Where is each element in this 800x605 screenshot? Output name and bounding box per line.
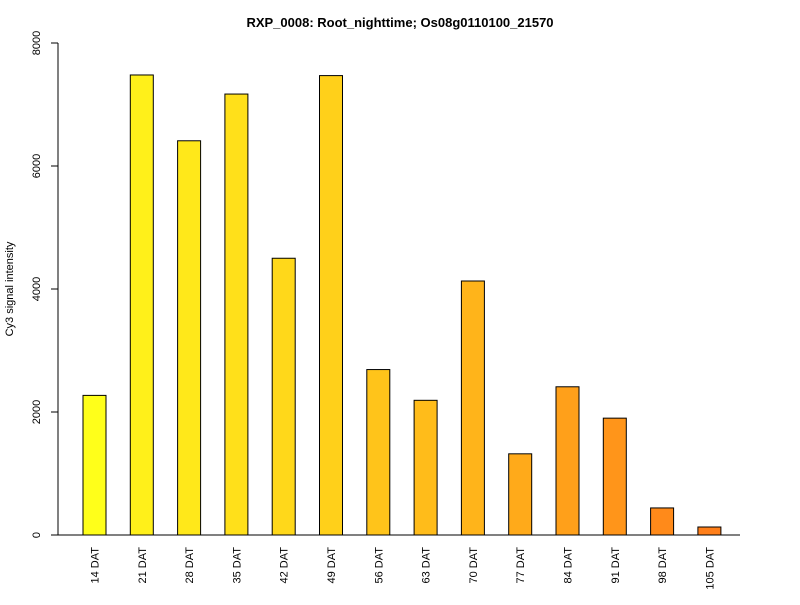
bar bbox=[224, 93, 249, 536]
y-tick-label: 8000 bbox=[31, 31, 43, 55]
bar bbox=[366, 369, 391, 536]
bar bbox=[508, 453, 533, 536]
x-tick-label: 77 DAT bbox=[515, 547, 527, 584]
bar bbox=[460, 280, 485, 536]
x-tick-label: 42 DAT bbox=[279, 547, 291, 584]
x-tick-label: 70 DAT bbox=[468, 547, 480, 584]
bar bbox=[602, 417, 627, 536]
bar bbox=[697, 526, 722, 536]
chart-title: RXP_0008: Root_nighttime; Os08g0110100_2… bbox=[246, 15, 553, 30]
x-tick-label: 14 DAT bbox=[90, 547, 102, 584]
x-tick-label: 63 DAT bbox=[421, 547, 433, 584]
bar bbox=[271, 257, 296, 536]
bars-group bbox=[82, 74, 722, 536]
bar bbox=[82, 394, 107, 536]
x-tick-label: 49 DAT bbox=[326, 547, 338, 584]
x-tick-labels: 14 DAT 21 DAT 28 DAT 35 DAT 42 DAT 49 DAT 56 D… bbox=[90, 547, 717, 590]
x-tick-label: 105 DAT bbox=[704, 547, 716, 590]
bar bbox=[413, 399, 438, 536]
bar bbox=[555, 386, 580, 536]
bar bbox=[177, 140, 202, 536]
y-tick-label: 0 bbox=[31, 532, 43, 538]
y-axis-label: Cy3 signal intensity bbox=[4, 241, 16, 336]
x-tick-label: 56 DAT bbox=[373, 547, 385, 584]
x-tick-label: 84 DAT bbox=[563, 547, 575, 584]
x-tick-label: 98 DAT bbox=[657, 547, 669, 584]
bar bbox=[319, 75, 343, 536]
bar bbox=[650, 507, 675, 536]
x-tick-label: 35 DAT bbox=[231, 547, 243, 584]
y-tick-label: 6000 bbox=[31, 154, 43, 178]
y-axis: 0 2000 4000 6000 8000 bbox=[31, 31, 59, 538]
x-tick-label: 21 DAT bbox=[137, 547, 149, 584]
bar bbox=[129, 74, 154, 536]
y-tick-label: 4000 bbox=[31, 277, 43, 301]
x-tick-label: 91 DAT bbox=[610, 547, 622, 584]
y-tick-label: 2000 bbox=[31, 400, 43, 424]
x-tick-label: 28 DAT bbox=[184, 547, 196, 584]
